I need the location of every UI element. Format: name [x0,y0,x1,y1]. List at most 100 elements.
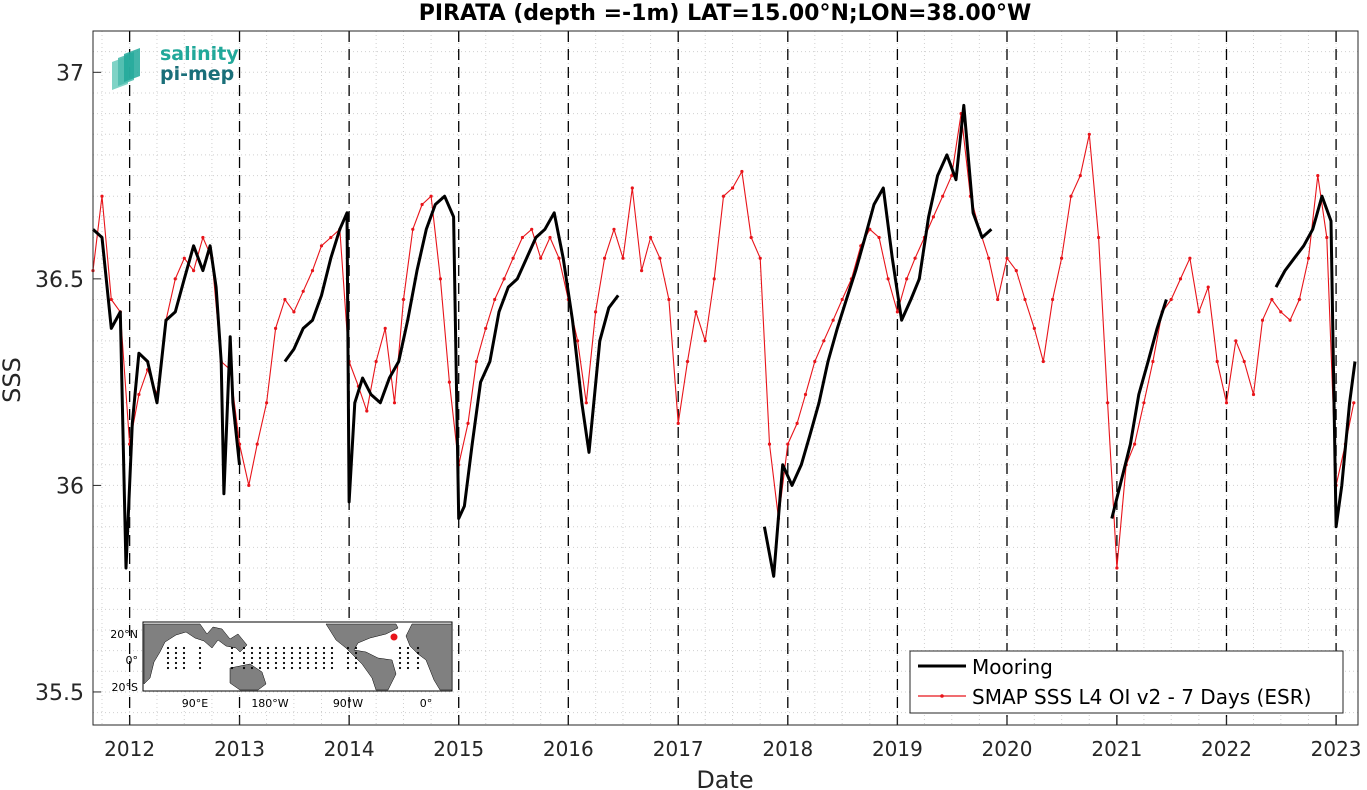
data-point [201,235,205,240]
inset-map-mooring-dot [290,646,294,650]
inset-map-mooring-dot [314,666,318,670]
inset-map-mooring-dot [416,651,420,655]
inset-map: 20°N 0° 20°S 90°E 180°W 90°W 0° [110,621,453,710]
inset-map-lon-180w-label: 180°W [251,697,288,710]
inset-map-mooring-dot [166,661,170,665]
data-point [886,277,890,281]
inset-map-mooring-dot [242,656,246,660]
data-point [1078,174,1082,178]
data-point [1133,442,1137,446]
series-mooring [91,103,1357,578]
inset-map-selected-mooring [390,633,398,641]
data-point [401,297,406,302]
data-point [274,326,278,330]
data-point [1352,401,1356,405]
legend: Mooring SMAP SSS L4 OI v2 - 7 Days (ESR) [909,650,1344,714]
legend-label-smap: SMAP SSS L4 OI v2 - 7 Days (ESR) [972,685,1311,709]
data-point [630,186,634,190]
inset-map-mooring-dot [282,661,286,665]
data-point [1151,359,1155,364]
inset-map-mooring-dot [398,666,402,670]
inset-map-mooring-dot [330,646,334,650]
data-point [192,269,196,273]
inset-map-landmass-europe-africa-west [405,623,453,691]
series-line-segment [1274,194,1357,529]
inset-map-mooring-dot [174,666,178,670]
data-point [640,269,644,273]
inset-map-landmass-australia [229,663,267,691]
inset-map-mooring-dot [258,666,262,670]
data-point [520,235,525,240]
data-point [1169,297,1173,302]
inset-map-mooring-dot [182,656,186,660]
data-point [100,194,104,198]
inset-map-mooring-dot [174,656,178,660]
data-point [1260,318,1265,322]
data-point [594,310,598,314]
chart-title: PIRATA (depth =-1m) LAT=15.00°N;LON=38.0… [419,1,1032,26]
data-point [301,289,305,293]
inset-map-mooring-dot [250,651,254,655]
inset-map-lon-0-label: 0° [420,697,433,710]
data-point [265,401,269,405]
inset-map-mooring-dot [266,656,270,660]
data-point [786,442,790,446]
data-point [731,186,735,190]
inset-map-mooring-dot [242,666,246,670]
data-point [803,392,808,397]
inset-map-mooring-dot [198,646,202,650]
series-line-segment [762,103,993,578]
inset-map-mooring-dot [266,651,270,655]
inset-map-mooring-dot [322,646,326,650]
data-point [1014,269,1018,273]
data-point [822,339,826,343]
data-point [283,297,287,302]
inset-map-mooring-dot [198,666,202,670]
inset-map-mooring-dot [314,661,318,665]
inset-map-mooring-dot [306,661,310,665]
data-point [511,256,515,260]
x-tick-label-2012: 2012 [104,737,155,761]
inset-map-mooring-dot [250,661,254,665]
inset-map-mooring-dot [230,656,234,660]
data-point [1041,359,1045,364]
inset-map-mooring-dot [230,651,234,655]
inset-map-mooring-dot [406,651,410,655]
inset-map-mooring-dot [398,646,402,650]
inset-map-mooring-dot [182,651,186,655]
data-point [1032,326,1036,330]
data-point [1215,359,1219,364]
y-tick-label-36: 36 [56,474,84,499]
data-point [1188,256,1192,260]
data-point [420,202,424,207]
data-point [365,409,369,413]
data-point [612,227,616,231]
legend-box [909,650,1344,714]
data-point [310,269,315,273]
data-point [905,277,909,281]
data-point [137,392,141,397]
data-point [931,215,936,219]
inset-map-mooring-dot [282,666,286,670]
inset-map-mooring-dot [166,666,170,670]
inset-map-mooring-dot [198,656,202,660]
data-point [576,339,580,343]
inset-map-mooring-dot [322,656,326,660]
data-point [1051,297,1055,302]
data-point [941,194,945,198]
series-line-segment [1110,299,1168,519]
data-point [383,326,387,330]
data-point [1087,132,1091,136]
inset-map-mooring-dot [322,661,326,665]
inset-map-mooring-dot [346,646,350,650]
x-axis-label: Date [696,766,753,790]
inset-map-mooring-dot [258,656,262,660]
inset-map-mooring-dot [306,646,310,650]
inset-map-mooring-dot [406,666,410,670]
x-tick-label-2020: 2020 [982,737,1033,761]
inset-map-mooring-dot [242,646,246,650]
data-point [649,235,653,240]
inset-map-mooring-dot [250,646,254,650]
data-point [621,256,625,260]
inset-map-mooring-dots [166,646,420,670]
